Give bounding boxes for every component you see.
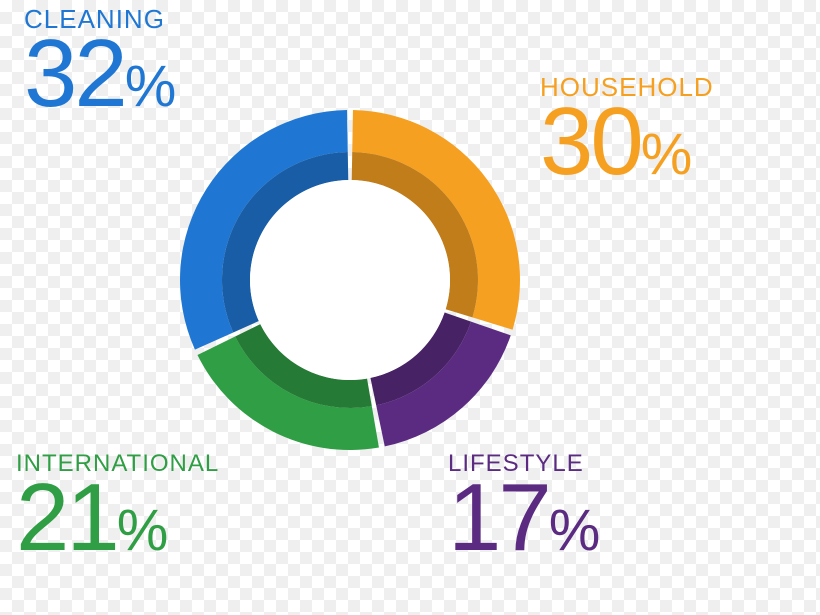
chart-stage: CLEANING 32% HOUSEHOLD 30% INTERNATIONAL… — [0, 0, 820, 615]
label-household-value: 30 — [540, 94, 641, 190]
label-international-percent: % — [117, 502, 169, 560]
label-household-percent: % — [641, 126, 693, 184]
label-cleaning-percent: % — [125, 58, 177, 116]
label-lifestyle: LIFESTYLE 17% — [448, 452, 600, 566]
label-lifestyle-value: 17 — [448, 470, 549, 566]
donut-center — [250, 180, 450, 380]
donut-chart — [180, 110, 520, 450]
label-international-value: 21 — [16, 470, 117, 566]
label-cleaning-value: 32 — [24, 26, 125, 122]
label-cleaning: CLEANING 32% — [24, 6, 176, 122]
label-lifestyle-percent: % — [549, 502, 601, 560]
label-international: INTERNATIONAL 21% — [16, 452, 219, 566]
label-household: HOUSEHOLD 30% — [540, 74, 714, 190]
